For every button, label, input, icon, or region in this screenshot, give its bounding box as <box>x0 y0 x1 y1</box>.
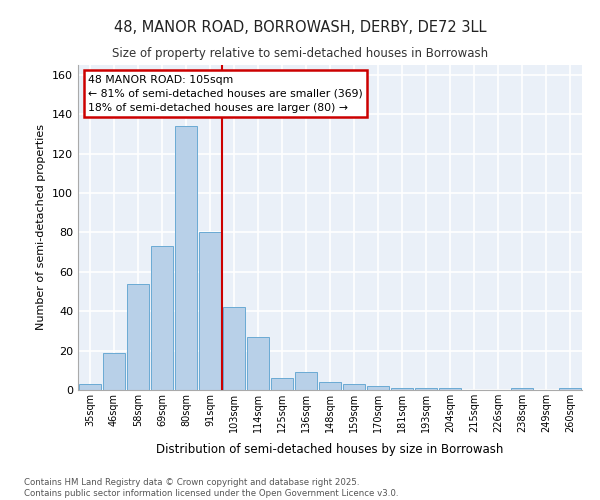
Bar <box>295 372 317 390</box>
Bar <box>367 386 389 390</box>
Text: 48, MANOR ROAD, BORROWASH, DERBY, DE72 3LL: 48, MANOR ROAD, BORROWASH, DERBY, DE72 3… <box>114 20 486 35</box>
X-axis label: Distribution of semi-detached houses by size in Borrowash: Distribution of semi-detached houses by … <box>157 444 503 456</box>
Bar <box>439 388 461 390</box>
Text: 48 MANOR ROAD: 105sqm
← 81% of semi-detached houses are smaller (369)
18% of sem: 48 MANOR ROAD: 105sqm ← 81% of semi-deta… <box>88 74 363 113</box>
Bar <box>391 388 413 390</box>
Bar <box>319 382 341 390</box>
Bar <box>151 246 173 390</box>
Text: Contains HM Land Registry data © Crown copyright and database right 2025.
Contai: Contains HM Land Registry data © Crown c… <box>24 478 398 498</box>
Bar <box>343 384 365 390</box>
Bar <box>199 232 221 390</box>
Bar <box>127 284 149 390</box>
Bar <box>223 308 245 390</box>
Bar <box>511 388 533 390</box>
Text: Size of property relative to semi-detached houses in Borrowash: Size of property relative to semi-detach… <box>112 48 488 60</box>
Bar <box>271 378 293 390</box>
Bar <box>79 384 101 390</box>
Bar <box>247 337 269 390</box>
Bar <box>175 126 197 390</box>
Bar <box>415 388 437 390</box>
Bar <box>103 352 125 390</box>
Y-axis label: Number of semi-detached properties: Number of semi-detached properties <box>37 124 46 330</box>
Bar <box>559 388 581 390</box>
